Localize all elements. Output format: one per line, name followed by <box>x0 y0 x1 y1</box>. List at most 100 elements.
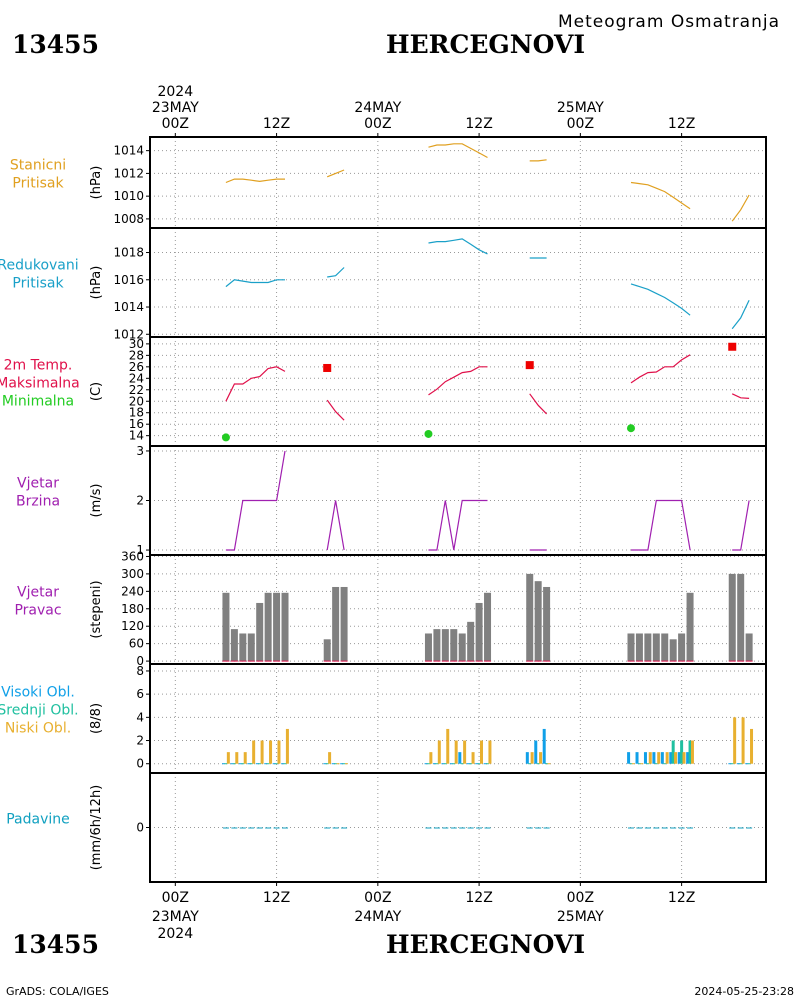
y-tick-label: 1014 <box>113 300 144 314</box>
panel-label: Redukovani <box>0 258 79 274</box>
footer-credit: GrADS: COLA/IGES <box>6 985 109 998</box>
cloud-bar <box>677 752 681 764</box>
cloud-bar <box>534 740 538 764</box>
series-line <box>326 399 345 421</box>
series-line <box>732 500 750 551</box>
wind-direction-bar <box>669 639 677 662</box>
precip-bar <box>627 827 634 829</box>
y-tick-label: 4 <box>136 710 144 724</box>
max-temp-marker <box>525 361 534 370</box>
precip-bar <box>476 827 483 829</box>
wind-direction-bar <box>441 629 449 662</box>
cloud-bar <box>437 740 441 764</box>
cloud-bar <box>657 752 661 764</box>
series-line <box>731 393 750 399</box>
precip-bar <box>636 827 643 829</box>
cloud-bar <box>680 740 684 764</box>
footer-station-name: HERCEGNOVI <box>386 930 586 959</box>
cloud-bar <box>643 752 647 764</box>
wind-direction-bar <box>332 586 340 662</box>
x-date-label-top: 25MAY <box>557 100 604 116</box>
y-tick-label: 26 <box>129 360 144 374</box>
precip-bar <box>442 827 449 829</box>
cloud-bar <box>463 740 467 764</box>
panel-label: Srednji Obl. <box>0 703 79 719</box>
x-date-label-bottom: 24MAY <box>354 909 401 925</box>
x-tick-label-bottom: 12Z <box>668 890 695 906</box>
series-line <box>630 354 691 384</box>
min-temp-marker <box>221 433 230 442</box>
series-line <box>630 283 691 316</box>
cloud-bar <box>669 752 673 764</box>
x-tick-label-top: 12Z <box>465 116 492 132</box>
x-tick-label-top: 12Z <box>668 116 695 132</box>
panel-frame <box>149 772 767 883</box>
y-tick-label: 300 <box>121 567 144 581</box>
cloud-bar <box>479 740 483 764</box>
wind-direction-bar <box>247 633 255 662</box>
wind-direction-bar <box>635 633 643 662</box>
wind-direction-bar <box>239 633 247 662</box>
header-product-title: Meteogram Osmatranja <box>558 12 781 32</box>
series-line <box>631 499 691 551</box>
precip-bar <box>459 827 466 829</box>
series-line <box>225 450 286 551</box>
cloud-bar <box>733 717 737 764</box>
wind-direction-bar <box>264 592 272 662</box>
precip-bar <box>450 827 457 829</box>
wind-direction-bar <box>424 633 432 662</box>
precip-bar <box>678 827 685 829</box>
cloud-bar <box>686 752 690 764</box>
y-tick-label: 1016 <box>113 273 144 287</box>
cloud-bar <box>542 728 546 764</box>
precip-bar <box>341 827 348 829</box>
wind-direction-bar <box>222 592 230 662</box>
series-line <box>529 393 548 415</box>
panel-label: Vjetar <box>17 585 59 601</box>
y-tick-label: 180 <box>121 602 144 616</box>
wind-direction-bar <box>644 633 652 662</box>
precip-bar <box>484 827 491 829</box>
panel-label: Maksimalna <box>0 376 80 392</box>
x-date-label-bottom: 2024 <box>157 926 193 942</box>
precip-bar <box>239 827 246 829</box>
y-axis-label: (stepeni) <box>89 580 104 638</box>
precip-bar <box>256 827 263 829</box>
panel-label: Brzina <box>16 494 60 510</box>
precip-bar <box>433 827 440 829</box>
y-axis-label: (mm/6h/12h) <box>89 785 104 871</box>
wind-direction-bar <box>543 586 551 662</box>
wind-direction-bar <box>458 633 466 662</box>
x-tick-label-bottom: 12Z <box>465 890 492 906</box>
wind-direction-bar <box>728 573 736 662</box>
header-station-name: HERCEGNOVI <box>386 30 586 59</box>
series-line <box>326 169 345 178</box>
wind-direction-bar <box>323 639 331 662</box>
series-line <box>731 194 750 222</box>
cloud-bar <box>446 728 450 764</box>
wind-direction-bar <box>737 573 745 662</box>
wind-direction-bar <box>475 602 483 662</box>
panel-label: Pritisak <box>12 176 64 192</box>
panel-label: Pravac <box>14 603 61 619</box>
cloud-bar <box>665 752 669 764</box>
panel-label: Visoki Obl. <box>1 685 75 701</box>
panel-label: 2m Temp. <box>4 358 73 374</box>
y-tick-label: 28 <box>129 348 144 362</box>
y-tick-label: 0 <box>136 821 144 835</box>
precip-bar <box>644 827 651 829</box>
precip-bar <box>670 827 677 829</box>
series-line <box>225 366 286 402</box>
wind-direction-bar <box>273 592 281 662</box>
y-tick-label: 0 <box>136 654 144 668</box>
cloud-bar <box>671 740 675 764</box>
x-date-label-top: 23MAY <box>152 100 199 116</box>
cloud-bar <box>252 740 256 764</box>
y-tick-label: 6 <box>136 687 144 701</box>
footer-timestamp: 2024-05-25-23:28 <box>694 985 794 998</box>
wind-direction-bar <box>340 586 348 662</box>
cloud-bar <box>277 740 281 764</box>
cloud-bar <box>627 752 631 764</box>
cloud-bar <box>682 752 686 764</box>
x-tick-label-top: 12Z <box>263 116 290 132</box>
